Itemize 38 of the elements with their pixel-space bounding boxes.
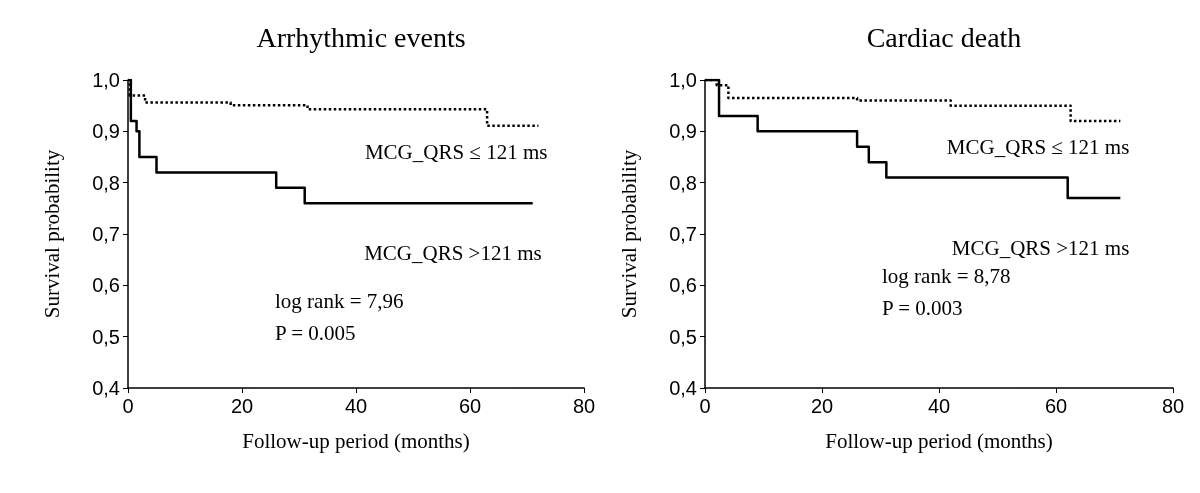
y-tick-label: 0,5 <box>669 325 697 348</box>
y-axis-title: Survival probability <box>616 149 641 319</box>
x-tick-label: 40 <box>344 395 368 417</box>
annotation: P = 0.003 <box>882 295 963 320</box>
y-tick-label: 0,7 <box>92 223 120 245</box>
y-tick-label: 0,7 <box>669 223 697 245</box>
annotation: P = 0.005 <box>275 320 356 345</box>
x-axis-title: Follow-up period (months) <box>825 428 1053 453</box>
chart-title: Arrhythmic events <box>256 21 466 53</box>
x-tick-label: 0 <box>699 395 711 417</box>
annotation: log rank = 7,96 <box>275 288 404 313</box>
series-label: MCG_QRS ≤ 121 ms <box>946 135 1130 160</box>
y-tick-label: 0,5 <box>92 325 120 348</box>
y-tick-label: 1,0 <box>92 69 120 91</box>
x-tick-label: 0 <box>122 395 134 417</box>
series-label: MCG_QRS ≤ 121 ms <box>364 139 548 164</box>
y-tick-label: 0,8 <box>669 171 697 194</box>
y-tick-label: 0,8 <box>92 171 120 194</box>
y-axis-title: Survival probability <box>39 149 64 319</box>
y-tick-label: 0,6 <box>669 274 697 297</box>
y-tick-label: 0,9 <box>669 120 697 143</box>
x-tick-label: 80 <box>572 395 596 417</box>
y-tick-label: 0,4 <box>669 377 697 399</box>
x-tick-label: 20 <box>810 395 834 417</box>
chart-title: Cardiac death <box>866 21 1022 53</box>
x-tick-label: 60 <box>458 395 482 417</box>
x-tick-label: 20 <box>230 395 254 417</box>
annotation: log rank = 8,78 <box>882 263 1011 288</box>
x-tick-label: 40 <box>927 395 951 417</box>
x-tick-label: 60 <box>1044 395 1068 417</box>
x-tick-label: 80 <box>1161 395 1185 417</box>
series-label: MCG_QRS >121 ms <box>951 236 1130 261</box>
y-tick-label: 0,6 <box>92 274 120 297</box>
y-tick-label: 0,4 <box>92 377 120 399</box>
x-axis-title: Follow-up period (months) <box>242 428 470 453</box>
series-label: MCG_QRS >121 ms <box>364 241 542 266</box>
y-tick-label: 0,9 <box>92 120 120 143</box>
y-tick-label: 1,0 <box>669 69 697 91</box>
